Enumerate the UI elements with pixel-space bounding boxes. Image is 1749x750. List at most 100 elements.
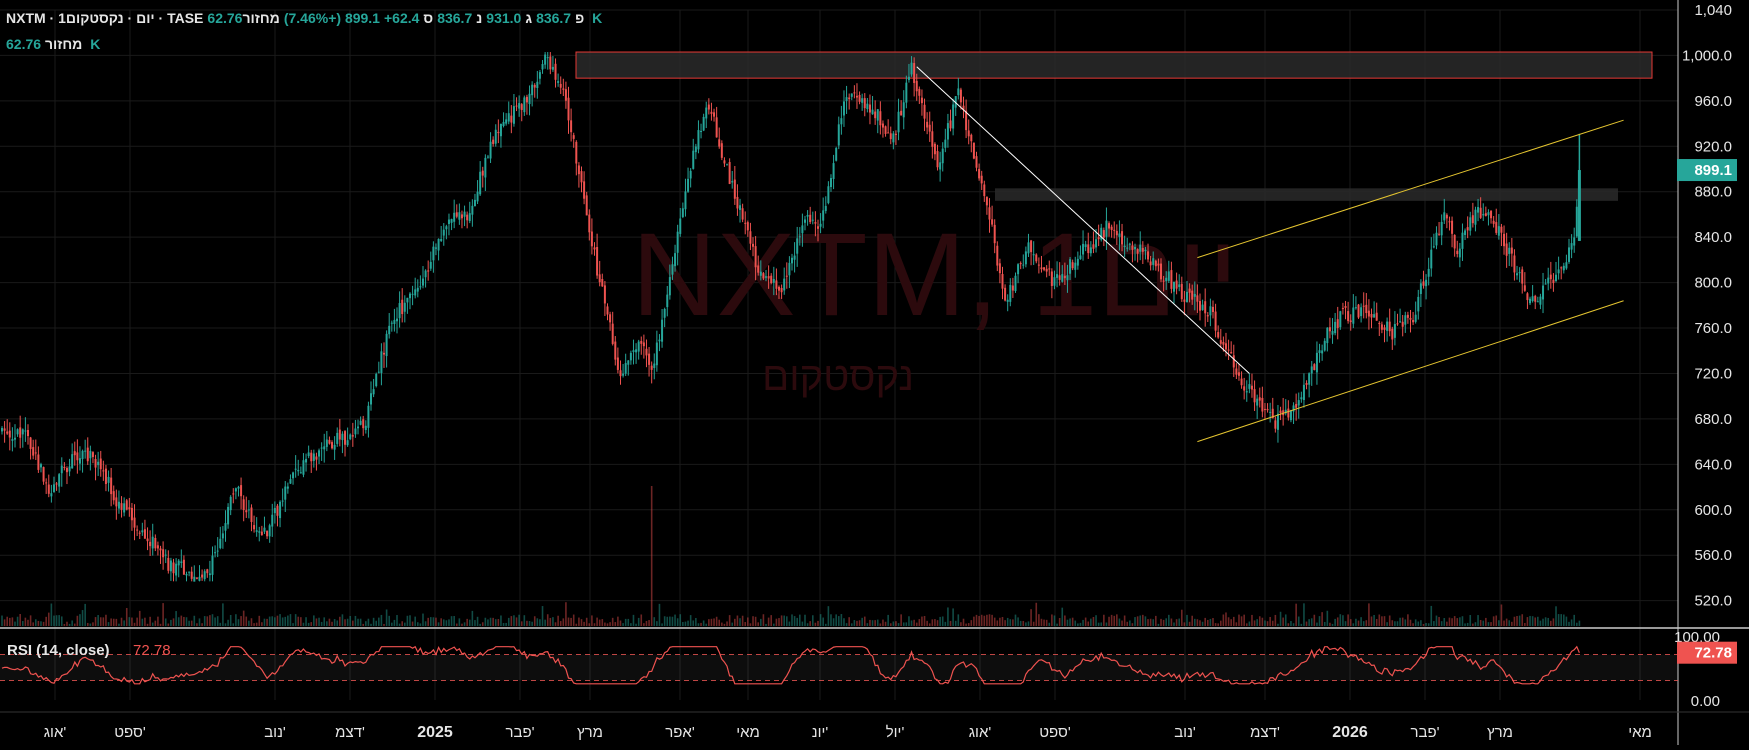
volume-bar [398,623,401,626]
candle-body [447,219,450,224]
volume-bar [120,617,123,626]
candle-body [1121,231,1124,245]
candle-body [154,537,157,549]
candle-body [372,389,375,395]
candle-body [767,276,770,279]
candle-body [700,130,703,132]
volume-bar [988,614,991,626]
volume-bar [1230,619,1232,626]
candle-body [133,517,136,528]
volume-bar [954,620,957,626]
volume-bar [793,616,796,626]
descending-trendline [916,66,1250,374]
candle-body [829,178,832,187]
volume-bar [1495,615,1498,626]
volume-bar [747,617,749,626]
candle-body [1009,284,1012,302]
candle-body [933,143,936,155]
candle-body [60,465,63,474]
volume-bar [580,619,583,626]
volume-bar [258,615,261,626]
candle-body [1375,312,1378,321]
volume-bar [1219,620,1222,626]
high-value: 931.0 [486,10,522,26]
volume-bar [544,619,546,626]
candle-body [1508,247,1511,254]
volume-bar [562,618,565,626]
volume-bar [684,621,687,626]
volume-bar [928,623,931,626]
volume-bar [55,615,58,626]
candle-body [1513,255,1516,273]
candle-body [479,171,482,195]
volume-bar [1344,621,1347,626]
candle-body [1326,327,1329,344]
volume-bar [1326,610,1329,626]
candle-body [923,104,926,119]
volume-bar [973,616,975,626]
volume-bar [739,618,741,626]
candle-body [86,447,89,462]
candle-body [1206,315,1209,317]
volume-bar [229,614,232,626]
volume-bar [1017,617,1019,626]
volume-bar [1383,616,1386,626]
candle-body [1240,378,1243,386]
volume-bar [744,622,747,626]
price-tick-label: 1,040 [1694,2,1732,19]
candle-body [1108,223,1111,229]
volume-bar [648,620,650,626]
candle-body [1315,352,1318,373]
volume-bar [8,617,11,626]
volume-bar [211,614,214,626]
volume-bar [3,619,6,626]
candle-body [471,205,474,215]
candle-body [1201,304,1204,311]
candle-body [1573,237,1576,246]
volume-bar [429,617,432,626]
volume-bar [975,614,978,626]
volume-bar [1461,616,1464,626]
candle-body [255,530,258,532]
volume-bar [1168,614,1170,626]
candle-body [388,325,391,335]
volume-bar [1056,623,1058,626]
candle-body [1560,267,1563,269]
candle-body [1284,409,1287,414]
volume-bar [89,623,92,626]
volume-bar [1014,614,1017,626]
candle-body [978,168,981,179]
candle-body [1339,311,1342,328]
volume-bar [68,623,71,626]
volume-bar [682,622,684,626]
candle-body [544,54,547,65]
high-label: ג [525,10,533,26]
candle-body [141,530,144,533]
volume-bar [203,616,206,626]
volume-bar [923,615,926,626]
volume-bar [708,619,710,626]
candle-body [1157,263,1160,266]
chart-header: NXTM · 1יום · נקסטקום · TASE פ836.7ג931.0… [6,10,606,26]
volume-bar [133,622,136,626]
candle-body [380,351,383,373]
volume-bar [770,615,773,626]
candle-body [411,293,414,295]
candle-body [785,275,788,277]
volume-bar [435,617,437,626]
volume-bar [1131,623,1134,626]
candle-body [1282,410,1285,416]
candle-body [167,557,170,571]
candle-body [99,458,102,470]
volume-bar [1006,617,1009,626]
volume-bar [536,618,539,626]
candle-body [284,486,287,500]
volume-bar [245,616,248,626]
volume-bar [281,617,284,626]
candle-body [227,506,230,525]
candle-body [52,484,55,492]
candle-body [1128,243,1131,245]
volume-bar [723,623,726,626]
